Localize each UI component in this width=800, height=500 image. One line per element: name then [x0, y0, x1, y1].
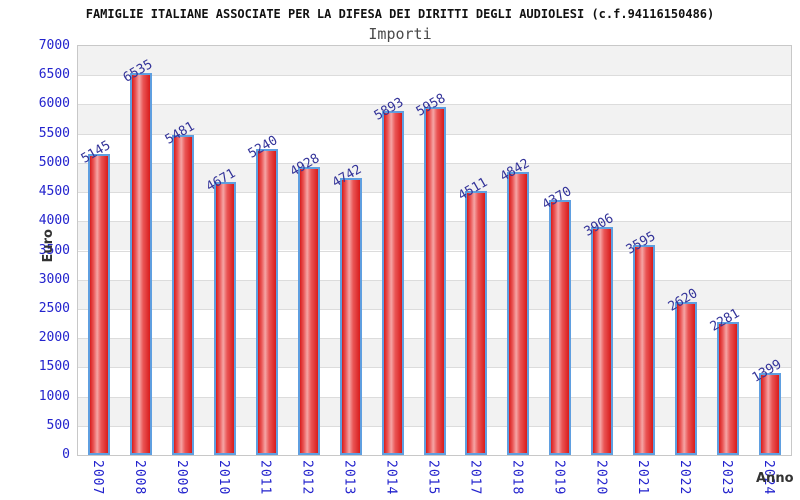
y-tick-label: 6500	[38, 67, 70, 83]
gridline	[78, 75, 791, 77]
bar	[423, 106, 446, 455]
y-axis-title: Euro	[41, 229, 56, 263]
chart-subtitle: Importi	[368, 25, 432, 43]
x-tick-label: 2024	[761, 460, 777, 496]
y-tick-label: 1000	[38, 388, 70, 404]
bar	[129, 73, 152, 455]
bar	[759, 373, 782, 455]
y-tick-label: 500	[46, 417, 70, 433]
bar	[633, 244, 656, 455]
x-tick-label: 2012	[299, 460, 315, 496]
x-tick-label: 2022	[677, 460, 693, 496]
x-tick-label: 2020	[593, 460, 609, 496]
x-tick-label: 2018	[509, 460, 525, 496]
bar	[675, 301, 698, 455]
x-tick-label: 2010	[215, 460, 231, 496]
y-tick-label: 3000	[38, 271, 70, 287]
x-tick-label: 2007	[89, 460, 105, 496]
bar	[717, 321, 740, 455]
x-tick-label: 2013	[341, 460, 357, 496]
y-tick-label: 2500	[38, 300, 70, 316]
x-tick-label: 2015	[425, 460, 441, 496]
y-tick-label: 7000	[38, 38, 70, 53]
bar	[171, 134, 194, 455]
x-axis-title: Anno	[756, 471, 794, 486]
bar	[549, 199, 572, 455]
gridline	[78, 104, 791, 106]
x-tick-label: 2011	[257, 460, 273, 496]
bar	[591, 226, 614, 455]
y-tick-label: 2000	[38, 330, 70, 346]
plot-band	[78, 75, 791, 105]
y-tick-label: 0	[62, 447, 70, 462]
y-tick-label: 4000	[38, 213, 70, 229]
bar	[87, 154, 110, 455]
y-tick-label: 3500	[38, 242, 70, 258]
y-tick-label: 5000	[38, 154, 70, 170]
y-tick-label: 1500	[38, 359, 70, 375]
bar	[381, 110, 404, 455]
bar	[465, 191, 488, 455]
y-tick-label: 4500	[38, 184, 70, 200]
x-tick-label: 2017	[467, 460, 483, 496]
x-tick-label: 2019	[551, 460, 567, 496]
bar	[507, 172, 530, 455]
bar	[339, 177, 362, 455]
y-tick-label: 5500	[38, 125, 70, 141]
y-tick-label: 6000	[38, 96, 70, 112]
x-tick-label: 2014	[383, 460, 399, 496]
x-tick-label: 2009	[173, 460, 189, 496]
x-tick-label: 2023	[719, 460, 735, 496]
bar	[255, 148, 278, 455]
x-tick-label: 2021	[635, 460, 651, 496]
bar	[297, 167, 320, 455]
plot-band	[78, 46, 791, 76]
bar	[213, 182, 236, 455]
chart-title: FAMIGLIE ITALIANE ASSOCIATE PER LA DIFES…	[85, 7, 715, 21]
x-tick-label: 2008	[131, 460, 147, 496]
